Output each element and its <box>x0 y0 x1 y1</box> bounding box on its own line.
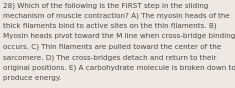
Text: occurs. C) Thin filaments are pulled toward the center of the: occurs. C) Thin filaments are pulled tow… <box>3 44 221 50</box>
Text: 28) Which of the following is the FIRST step in the sliding: 28) Which of the following is the FIRST … <box>3 2 208 9</box>
Text: original positions. E) A carbohydrate molecule is broken down to: original positions. E) A carbohydrate mo… <box>3 65 235 71</box>
Text: produce energy.: produce energy. <box>3 75 61 81</box>
Text: sarcomere. D) The cross-bridges detach and return to their: sarcomere. D) The cross-bridges detach a… <box>3 54 216 61</box>
Text: thick filaments bind to active sites on the thin filaments. B): thick filaments bind to active sites on … <box>3 23 216 29</box>
Text: Myosin heads pivot toward the M line when cross-bridge binding: Myosin heads pivot toward the M line whe… <box>3 33 235 39</box>
Text: mechanism of muscle contraction? A) The myosin heads of the: mechanism of muscle contraction? A) The … <box>3 13 230 19</box>
